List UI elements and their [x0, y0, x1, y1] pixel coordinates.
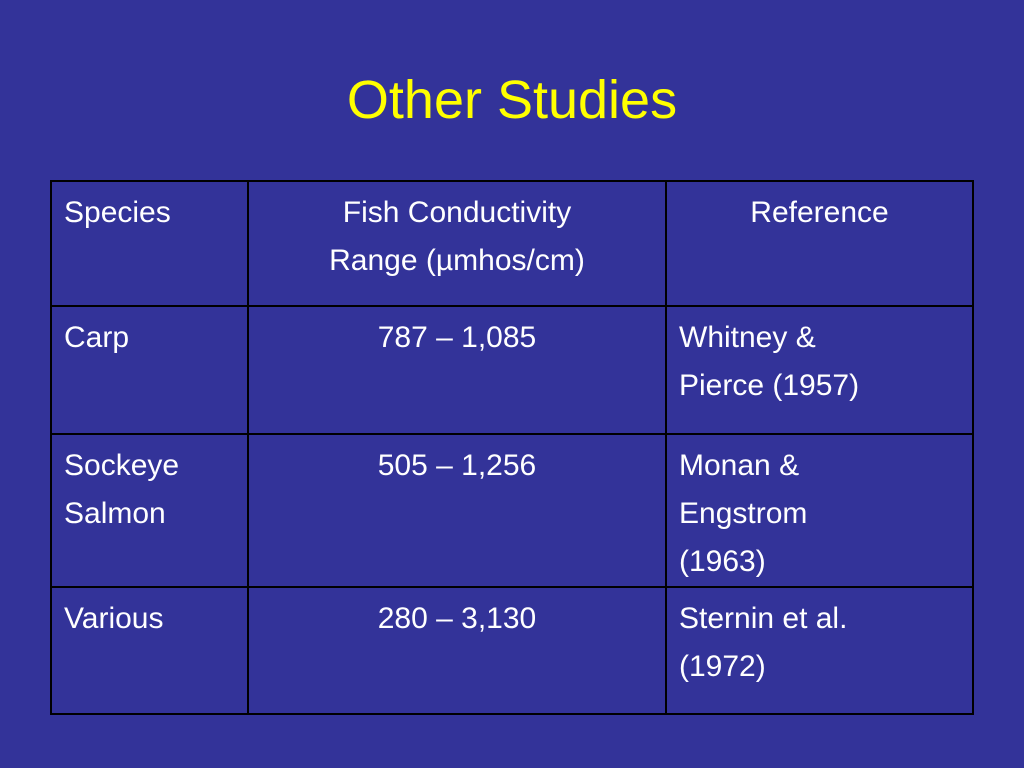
- table-row: Sockeye Salmon 505 – 1,256 Monan & Engst…: [50, 433, 974, 588]
- reference-cell: Monan & Engstrom (1963): [665, 433, 974, 588]
- species-cell: Carp: [50, 305, 249, 435]
- species-cell: Sockeye Salmon: [50, 433, 249, 588]
- range-cell: 280 – 3,130: [247, 586, 667, 715]
- table-row: Carp 787 – 1,085 Whitney & Pierce (1957): [50, 305, 974, 435]
- table-row: Various 280 – 3,130 Sternin et al. (1972…: [50, 586, 974, 715]
- species-cell: Various: [50, 586, 249, 715]
- studies-table: Species Fish Conductivity Range (µmhos/c…: [50, 180, 974, 715]
- reference-cell: Whitney & Pierce (1957): [665, 305, 974, 435]
- range-cell: 505 – 1,256: [247, 433, 667, 588]
- slide-title: Other Studies: [346, 70, 678, 130]
- header-cell: Species: [50, 180, 249, 307]
- header-cell: Fish Conductivity Range (µmhos/cm): [247, 180, 667, 307]
- range-cell: 787 – 1,085: [247, 305, 667, 435]
- reference-cell: Sternin et al. (1972): [665, 586, 974, 715]
- header-cell: Reference: [665, 180, 974, 307]
- header-row: Species Fish Conductivity Range (µmhos/c…: [50, 180, 974, 307]
